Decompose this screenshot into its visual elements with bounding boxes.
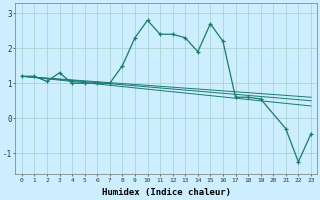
X-axis label: Humidex (Indice chaleur): Humidex (Indice chaleur): [102, 188, 231, 197]
